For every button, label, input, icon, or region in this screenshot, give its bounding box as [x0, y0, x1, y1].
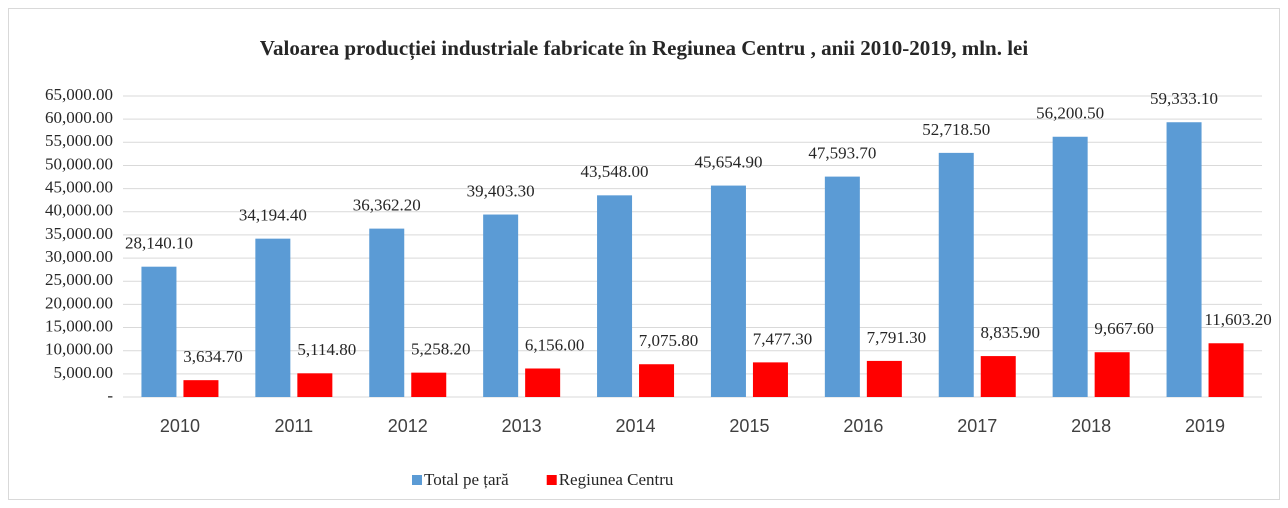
bar	[938, 152, 974, 397]
y-tick-label: -	[107, 386, 113, 405]
value-label: 7,477.30	[753, 329, 813, 348]
bar	[1208, 343, 1244, 397]
x-tick-label: 2018	[1071, 416, 1111, 436]
value-label: 36,362.20	[353, 196, 421, 215]
x-tick-label: 2010	[160, 416, 200, 436]
bar	[525, 368, 561, 397]
value-label: 5,258.20	[411, 340, 471, 359]
x-tick-label: 2016	[843, 416, 883, 436]
value-label: 47,593.70	[808, 144, 876, 163]
y-tick-label: 35,000.00	[45, 224, 113, 243]
bar	[141, 266, 177, 397]
value-label: 7,791.30	[867, 328, 927, 347]
value-label: 56,200.50	[1036, 104, 1104, 123]
value-label: 5,114.80	[297, 340, 356, 359]
x-tick-label: 2017	[957, 416, 997, 436]
value-label: 3,634.70	[183, 347, 243, 366]
value-label: 59,333.10	[1150, 89, 1218, 108]
y-tick-label: 15,000.00	[45, 316, 113, 335]
bar	[483, 214, 519, 397]
legend-swatch	[412, 475, 422, 485]
bar	[369, 228, 405, 397]
bar	[639, 364, 675, 397]
value-label: 7,075.80	[639, 331, 699, 350]
y-tick-label: 40,000.00	[45, 201, 113, 220]
bar	[597, 195, 633, 397]
value-label: 34,194.40	[239, 206, 307, 225]
bar	[752, 362, 788, 397]
y-tick-label: 10,000.00	[45, 340, 113, 359]
y-tick-label: 20,000.00	[45, 293, 113, 312]
y-tick-label: 50,000.00	[45, 154, 113, 173]
value-label: 43,548.00	[581, 162, 649, 181]
bar	[411, 372, 447, 397]
chart-title: Valoarea producției industriale fabricat…	[260, 36, 1029, 61]
legend-label: Regiunea Centru	[559, 470, 674, 489]
legend-swatch	[546, 475, 557, 485]
value-label: 11,603.20	[1204, 310, 1271, 329]
bar	[297, 373, 333, 397]
y-tick-label: 55,000.00	[45, 131, 113, 150]
bar	[183, 380, 219, 397]
x-tick-label: 2013	[502, 416, 542, 436]
y-tick-label: 30,000.00	[45, 247, 113, 266]
value-label: 39,403.30	[467, 181, 535, 200]
value-label: 8,835.90	[981, 323, 1041, 342]
bar	[1166, 122, 1202, 398]
bar	[1052, 136, 1088, 397]
x-tick-label: 2019	[1185, 416, 1225, 436]
y-tick-label: 45,000.00	[45, 178, 113, 197]
bar	[980, 356, 1016, 397]
legend-label: Total pe țară	[424, 470, 509, 489]
y-tick-label: 5,000.00	[54, 363, 114, 382]
y-tick-label: 65,000.00	[45, 85, 113, 104]
x-tick-label: 2014	[616, 416, 656, 436]
x-tick-label: 2011	[274, 416, 313, 436]
value-label: 52,718.50	[922, 120, 990, 139]
x-tick-label: 2012	[388, 416, 428, 436]
bar	[866, 360, 902, 397]
value-label: 28,140.10	[125, 234, 193, 253]
x-tick-label: 2015	[729, 416, 769, 436]
value-label: 6,156.00	[525, 335, 585, 354]
value-label: 45,654.90	[694, 152, 762, 171]
bar	[1094, 352, 1130, 397]
value-label: 9,667.60	[1094, 319, 1154, 338]
bar	[710, 185, 746, 397]
y-tick-label: 60,000.00	[45, 108, 113, 127]
bar	[255, 238, 291, 397]
bar	[824, 176, 860, 397]
y-tick-label: 25,000.00	[45, 270, 113, 289]
